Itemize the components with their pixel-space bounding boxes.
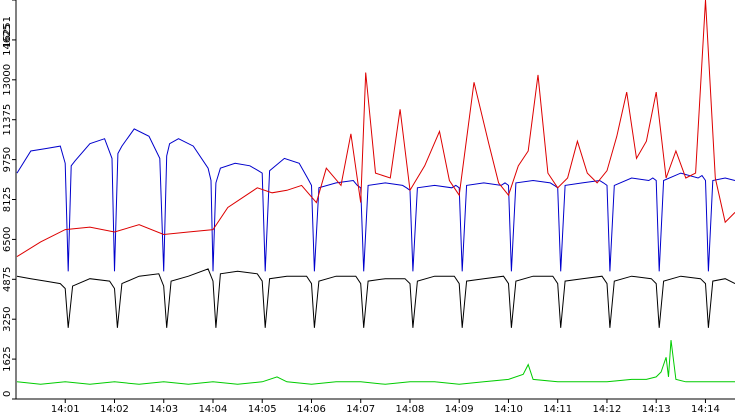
series-line-1: [16, 128, 735, 272]
series-line-3: [16, 268, 735, 328]
y-tick-label-0: 0: [2, 391, 13, 397]
series-line-2: [16, 0, 735, 258]
x-tick-label-11: 14:12: [593, 404, 622, 415]
y-tick-label-9: 14625: [2, 24, 13, 56]
y-tick-layer: 0 1625 3250 4875 6500 8125 9750 11375 13000 14625…: [2, 0, 16, 400]
series-layer: [16, 0, 735, 385]
x-tick-label-13: 14:14: [691, 404, 720, 415]
x-tick-label-7: 14:08: [396, 404, 425, 415]
x-tick-label-4: 14:05: [248, 404, 277, 415]
x-tick-label-2: 14:03: [149, 404, 178, 415]
y-tick-label-4: 6500: [2, 227, 13, 252]
y-tick-label-3: 4875: [2, 267, 13, 292]
x-tick-label-1: 14:02: [100, 404, 129, 415]
x-tick-layer: 14:01 14:02 14:03 14:04 14:05 14:06 14:07 14:08…: [51, 399, 720, 415]
x-tick-label-9: 14:10: [494, 404, 523, 415]
y-tick-label-10: 16251: [2, 16, 13, 48]
x-tick-label-6: 14:07: [346, 404, 375, 415]
x-tick-label-10: 14:11: [543, 404, 572, 415]
y-tick-label-5: 8125: [2, 187, 13, 212]
x-tick-label-5: 14:06: [297, 404, 326, 415]
y-tick-label-6: 9750: [2, 147, 13, 172]
y-tick-label-1: 1625: [2, 346, 13, 371]
x-tick-label-3: 14:04: [199, 404, 228, 415]
series-line-4: [16, 340, 735, 385]
x-tick-label-0: 14:01: [51, 404, 80, 415]
x-tick-label-12: 14:13: [642, 404, 671, 415]
y-tick-label-8: 13000: [2, 64, 13, 96]
y-tick-label-7: 11375: [2, 104, 13, 136]
y-tick-label-2: 3250: [2, 306, 13, 331]
x-tick-label-8: 14:09: [445, 404, 474, 415]
